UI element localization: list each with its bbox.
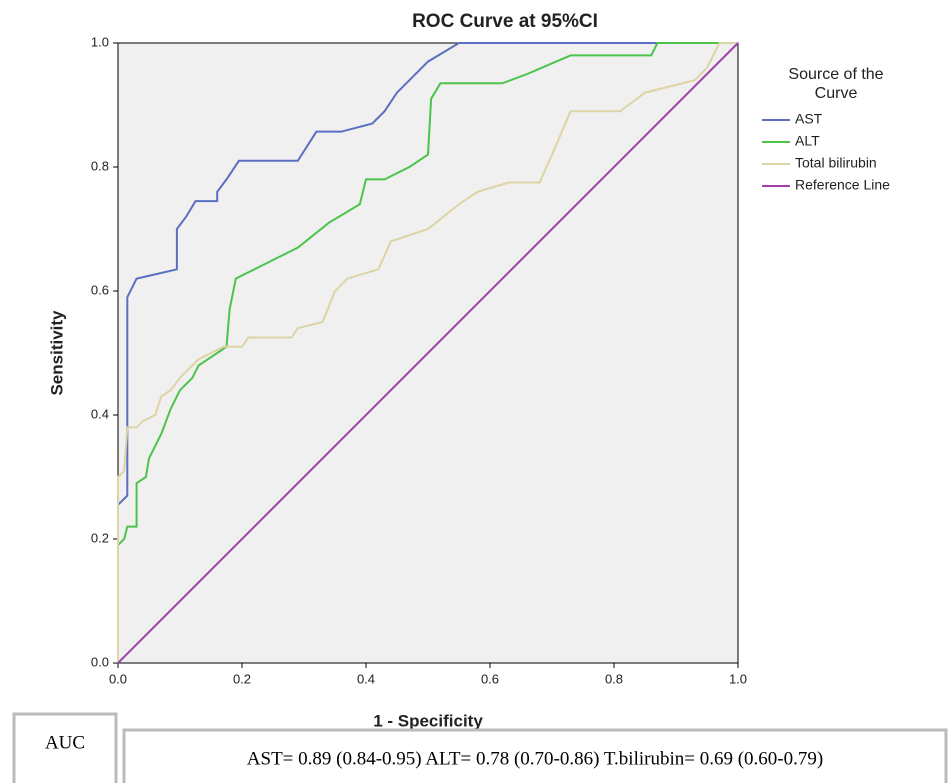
y-tick-label: 0.4 [91, 406, 109, 421]
x-tick-label: 0.8 [605, 671, 623, 686]
auc-label: AUC [45, 732, 85, 753]
y-tick-label: 0.8 [91, 158, 109, 173]
y-tick-label: 0.0 [91, 654, 109, 669]
auc-values-box [122, 728, 948, 783]
y-tick-label: 1.0 [91, 34, 109, 49]
y-tick-label: 0.2 [91, 530, 109, 545]
y-tick-label: 0.6 [91, 282, 109, 297]
legend-label: ALT [795, 133, 820, 149]
x-tick-label: 0.4 [357, 671, 375, 686]
legend-label: Total bilirubin [795, 155, 877, 171]
auc-values: AST= 0.89 (0.84-0.95) ALT= 0.78 (0.70-0.… [247, 748, 823, 769]
y-axis-label: Sensitivity [47, 310, 66, 396]
legend-label: Reference Line [795, 177, 890, 193]
legend-label: AST [795, 111, 823, 127]
x-tick-label: 1.0 [729, 671, 747, 686]
auc-box [12, 712, 118, 783]
legend-title: Source of the Curve [788, 66, 883, 102]
x-tick-label: 0.0 [109, 671, 127, 686]
roc-line [117, 42, 738, 663]
roc-line [117, 42, 738, 663]
x-tick-label: 0.6 [481, 671, 499, 686]
roc-line [117, 42, 738, 663]
chart-title: ROC Curve at 95%CI [412, 11, 598, 32]
x-axis-label: 1 - Specificity [373, 711, 483, 730]
x-tick-label: 0.2 [233, 671, 251, 686]
roc-line [117, 42, 739, 664]
